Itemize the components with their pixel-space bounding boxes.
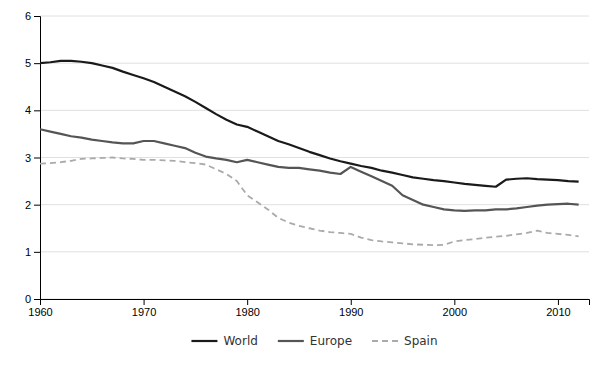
tick: 4 [25, 104, 40, 116]
tick-label: 2 [25, 199, 31, 211]
tick: 5 [25, 57, 40, 69]
x-axis: 1960 1970 1980 1990 2000 2010 [28, 299, 589, 318]
series-line [40, 129, 579, 211]
tick-mark [34, 16, 40, 17]
tick-label: 1 [25, 246, 31, 258]
axis-line [41, 300, 590, 306]
chart: 1960 1970 1980 1990 2000 2010 0 1 2 3 4 5 6 World Euro… [0, 0, 609, 365]
legend-item: World [191, 334, 257, 348]
grid [40, 16, 589, 299]
tick-mark [34, 252, 40, 253]
tick: 1970 [132, 299, 156, 318]
tick-mark [34, 205, 40, 206]
legend-item: Europe [278, 334, 352, 348]
legend-label: Europe [310, 334, 352, 348]
tick-label: 1990 [339, 306, 363, 318]
axis-line [34, 17, 41, 300]
series-line [40, 61, 579, 187]
tick: 2 [25, 199, 40, 211]
tick-mark [34, 158, 40, 159]
tick: 1960 [28, 299, 52, 318]
tick-label: 6 [25, 10, 31, 22]
tick-label: 3 [25, 152, 31, 164]
legend-swatch [191, 340, 217, 342]
grid-line [40, 16, 589, 17]
legend-item: Spain [372, 334, 438, 348]
series-line [40, 158, 579, 246]
plot: 1960 1970 1980 1990 2000 2010 0 1 2 3 4 5 6 [25, 10, 590, 318]
tick: 1990 [339, 299, 363, 318]
tick-label: 1980 [235, 306, 259, 318]
tick: 0 [25, 293, 40, 305]
y-axis: 0 1 2 3 4 5 6 [25, 10, 41, 305]
tick-label: 4 [25, 104, 31, 116]
tick-mark [144, 299, 145, 305]
legend-swatch [278, 340, 304, 342]
tick-mark [558, 299, 559, 305]
lines [40, 61, 579, 245]
grid-line [40, 63, 589, 64]
tick: 6 [25, 10, 40, 22]
tick-label: 1970 [132, 306, 156, 318]
tick: 2010 [546, 299, 570, 318]
tick: 1980 [235, 299, 259, 318]
grid-line [40, 110, 589, 111]
tick-mark [247, 299, 248, 305]
grid-line [40, 204, 589, 205]
legend-label: Spain [404, 334, 438, 348]
tick-label: 1960 [28, 306, 52, 318]
tick-mark [34, 110, 40, 111]
tick-label: 0 [25, 293, 31, 305]
tick-mark [34, 299, 40, 300]
legend-label: World [223, 334, 257, 348]
tick: 1 [25, 246, 40, 258]
legend: World Europe Spain [191, 334, 437, 348]
grid-line [40, 251, 589, 252]
tick-mark [351, 299, 352, 305]
tick-label: 5 [25, 57, 31, 69]
tick-mark [454, 299, 455, 305]
tick-mark [34, 63, 40, 64]
tick: 3 [25, 152, 40, 164]
tick-label: 2010 [546, 306, 570, 318]
tick-label: 2000 [443, 306, 467, 318]
legend-swatch [372, 340, 398, 342]
tick: 2000 [443, 299, 467, 318]
